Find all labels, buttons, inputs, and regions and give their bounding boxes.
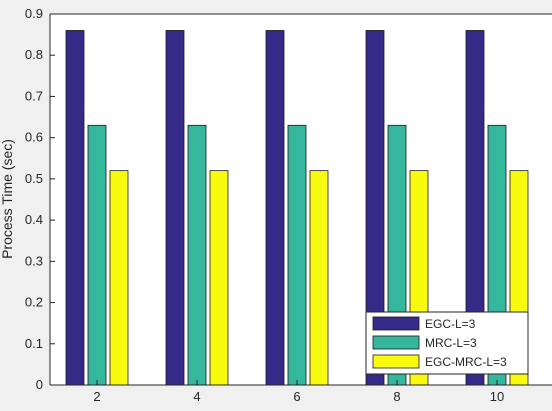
y-tick-label: 0	[36, 377, 43, 392]
bar-MRC-L=3-2	[87, 124, 107, 386]
legend: EGC-L=3 MRC-L=3 EGC-MRC-L=3	[365, 311, 529, 375]
bar-EGC-MRC-L=3-6	[309, 170, 329, 386]
x-tick-label: 2	[93, 389, 100, 404]
x-tick-label: 10	[490, 389, 504, 404]
y-tick-label: 0.7	[25, 88, 43, 103]
bar-EGC-MRC-L=3-4	[209, 170, 229, 386]
x-tick-label: 6	[293, 389, 300, 404]
x-tick-label: 4	[193, 389, 200, 404]
legend-label-EGC-L=3: EGC-L=3	[425, 317, 476, 331]
bar-EGC-L=3-4	[165, 30, 185, 386]
legend-label-EGC-MRC-L=3: EGC-MRC-L=3	[425, 355, 507, 369]
y-tick-label: 0.9	[25, 6, 43, 21]
y-tick-label: 0.3	[25, 253, 43, 268]
bar-EGC-L=3-2	[65, 30, 85, 386]
bar-EGC-MRC-L=3-2	[109, 170, 129, 386]
axes-layer: 0 0.1 0.2 0.3 0.4 0.5 0.6 0.7 0.8 0.9 2 4 6 8 10	[25, 6, 552, 404]
y-tick-label: 0.4	[25, 212, 43, 227]
legend-swatch-MRC-L=3	[372, 335, 420, 350]
y-axis-label: Process Time (sec)	[0, 139, 15, 259]
bar-MRC-L=3-6	[287, 124, 307, 386]
y-tick-label: 0.8	[25, 47, 43, 62]
y-tick-label: 0.5	[25, 171, 43, 186]
y-tick-label: 0.2	[25, 295, 43, 310]
bar-EGC-L=3-6	[265, 30, 285, 386]
y-tick-label: 0.1	[25, 336, 43, 351]
y-tick-label: 0.6	[25, 130, 43, 145]
bars-layer	[65, 30, 529, 386]
legend-label-MRC-L=3: MRC-L=3	[425, 336, 477, 350]
legend-swatch-EGC-MRC-L=3	[372, 354, 420, 369]
legend-swatch-EGC-L=3	[372, 316, 420, 331]
bar-MRC-L=3-4	[187, 124, 207, 386]
x-tick-label: 8	[393, 389, 400, 404]
